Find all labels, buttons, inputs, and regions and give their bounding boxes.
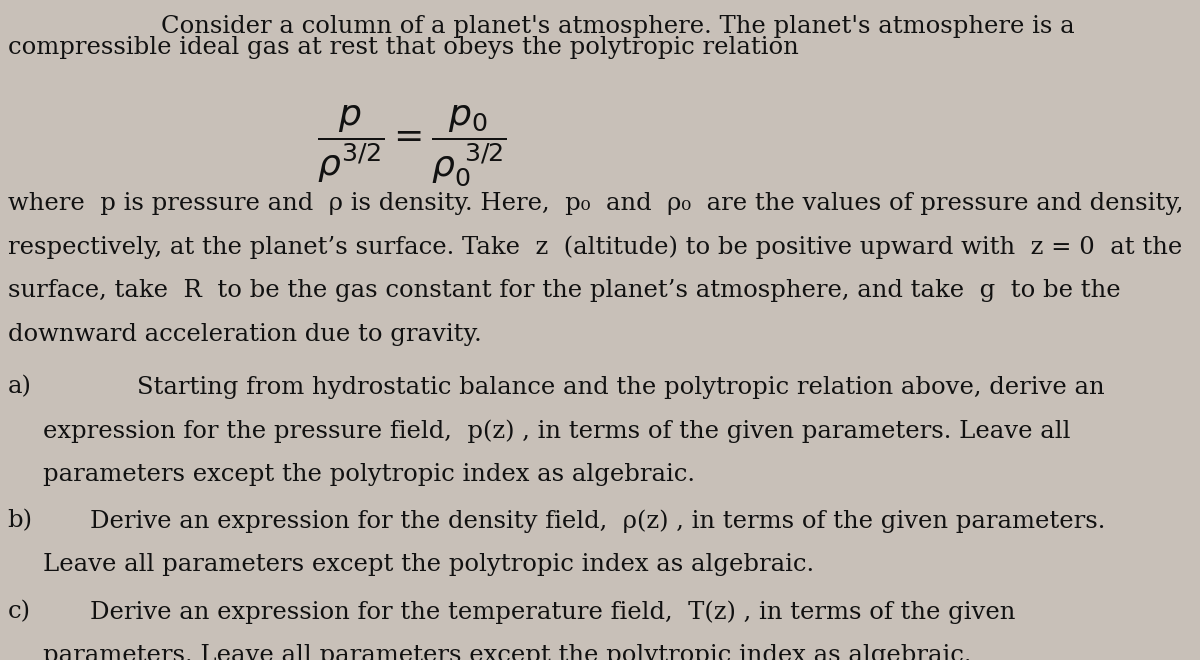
Text: b): b) bbox=[7, 510, 32, 533]
Text: Leave all parameters except the polytropic index as algebraic.: Leave all parameters except the polytrop… bbox=[43, 553, 814, 576]
Text: respectively, at the planet’s surface. Take  z  (altitude) to be positive upward: respectively, at the planet’s surface. T… bbox=[7, 236, 1182, 259]
Text: a): a) bbox=[7, 376, 31, 399]
Text: c): c) bbox=[7, 600, 30, 623]
Text: Consider a column of a planet's atmosphere. The planet's atmosphere is a: Consider a column of a planet's atmosphe… bbox=[161, 15, 1075, 38]
Text: expression for the pressure field,  p(z) , in terms of the given parameters. Lea: expression for the pressure field, p(z) … bbox=[43, 419, 1070, 443]
Text: where  p is pressure and  ρ is density. Here,  p₀  and  ρ₀  are the values of pr: where p is pressure and ρ is density. He… bbox=[7, 191, 1183, 214]
Text: $\dfrac{p}{\rho^{3/2}} = \dfrac{p_0}{\rho_0^{\ 3/2}}$: $\dfrac{p}{\rho^{3/2}} = \dfrac{p_0}{\rh… bbox=[317, 104, 506, 189]
Text: compressible ideal gas at rest that obeys the polytropic relation: compressible ideal gas at rest that obey… bbox=[7, 36, 798, 59]
Text: Starting from hydrostatic balance and the polytropic relation above, derive an: Starting from hydrostatic balance and th… bbox=[137, 376, 1105, 399]
Text: downward acceleration due to gravity.: downward acceleration due to gravity. bbox=[7, 323, 481, 346]
Text: parameters. Leave all parameters except the polytropic index as algebraic.: parameters. Leave all parameters except … bbox=[43, 644, 971, 660]
Text: Derive an expression for the temperature field,  T(z) , in terms of the given: Derive an expression for the temperature… bbox=[90, 600, 1015, 624]
Text: surface, take  R  to be the gas constant for the planet’s atmosphere, and take  : surface, take R to be the gas constant f… bbox=[7, 279, 1121, 302]
Text: parameters except the polytropic index as algebraic.: parameters except the polytropic index a… bbox=[43, 463, 695, 486]
Text: Derive an expression for the density field,  ρ(z) , in terms of the given parame: Derive an expression for the density fie… bbox=[90, 510, 1105, 533]
